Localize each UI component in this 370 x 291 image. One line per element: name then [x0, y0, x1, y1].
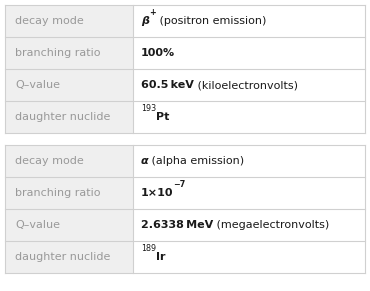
- Bar: [133, 209, 365, 241]
- Text: decay mode: decay mode: [15, 16, 84, 26]
- Bar: [133, 145, 365, 177]
- Text: (positron emission): (positron emission): [155, 16, 266, 26]
- Text: −7: −7: [173, 180, 185, 189]
- Text: β: β: [141, 16, 149, 26]
- Bar: [133, 5, 365, 37]
- Bar: [133, 69, 365, 101]
- Text: Q–value: Q–value: [15, 220, 60, 230]
- Bar: [5, 101, 133, 133]
- Text: 193: 193: [141, 104, 156, 113]
- Text: decay mode: decay mode: [15, 156, 84, 166]
- Bar: [133, 177, 365, 209]
- Bar: [5, 145, 133, 177]
- Text: Q–value: Q–value: [15, 80, 60, 90]
- Bar: [133, 241, 365, 273]
- Text: (alpha emission): (alpha emission): [148, 156, 245, 166]
- Bar: [133, 101, 365, 133]
- Bar: [5, 241, 133, 273]
- Text: 100%: 100%: [141, 48, 175, 58]
- Text: Pt: Pt: [156, 112, 169, 122]
- Text: α: α: [141, 156, 148, 166]
- Bar: [5, 209, 133, 241]
- Text: 1×10: 1×10: [141, 188, 173, 198]
- Bar: [5, 69, 133, 101]
- Bar: [5, 37, 133, 69]
- Text: branching ratio: branching ratio: [15, 48, 101, 58]
- Text: +: +: [149, 8, 155, 17]
- Text: branching ratio: branching ratio: [15, 188, 101, 198]
- Bar: [133, 37, 365, 69]
- Bar: [5, 5, 133, 37]
- Text: (megaelectronvolts): (megaelectronvolts): [213, 220, 329, 230]
- Text: 2.6338 MeV: 2.6338 MeV: [141, 220, 213, 230]
- Text: 60.5 keV: 60.5 keV: [141, 80, 194, 90]
- Bar: [5, 177, 133, 209]
- Text: daughter nuclide: daughter nuclide: [15, 112, 110, 122]
- Text: (kiloelectronvolts): (kiloelectronvolts): [194, 80, 298, 90]
- Text: 189: 189: [141, 244, 156, 253]
- Text: daughter nuclide: daughter nuclide: [15, 252, 110, 262]
- Text: Ir: Ir: [156, 252, 165, 262]
